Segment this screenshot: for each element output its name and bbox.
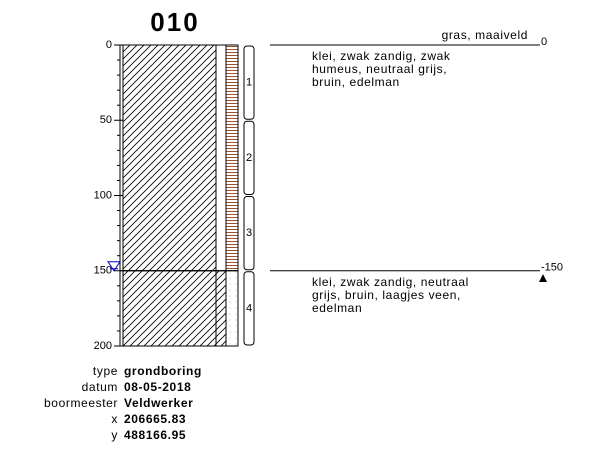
sample (243, 271, 255, 346)
sample-label: 3 (246, 227, 252, 239)
layer-lithology (122, 270, 217, 347)
layer-lithology (122, 44, 217, 272)
water-level (107, 261, 121, 272)
meta-value: Veldwerker (124, 396, 193, 410)
title: 010 (150, 7, 199, 37)
meta-value: grondboring (124, 364, 202, 378)
layer-description: grijs, bruin, laagjes veen, (312, 288, 461, 302)
meta-key: datum (82, 380, 118, 394)
sample (243, 196, 255, 271)
tick-label: 150 (94, 265, 112, 277)
tick-label: 50 (100, 114, 112, 126)
layer-description: edelman (312, 301, 362, 315)
boundary-label: -150 (541, 262, 563, 274)
sample-label: 4 (246, 302, 252, 314)
meta-key: type (93, 364, 118, 378)
meta-value: 08-05-2018 (124, 380, 191, 394)
tick-label: 200 (94, 340, 112, 352)
layer-description: humeus, neutraal grijs, (312, 62, 447, 76)
meta-value: 206665.83 (124, 412, 186, 426)
sample (243, 120, 255, 195)
layer-description: klei, zwak zandig, neutraal (312, 275, 469, 289)
layer-column-b (225, 44, 239, 272)
tick-label: 0 (106, 39, 112, 51)
meta-key: x (111, 412, 118, 426)
sample (243, 45, 255, 120)
sample-label: 1 (246, 77, 252, 89)
layer-description: klei, zwak zandig, zwak (312, 49, 451, 63)
surface-label: gras, maaiveld (442, 28, 528, 42)
tick-label: 100 (94, 189, 112, 201)
sample-label: 2 (246, 152, 252, 164)
meta-value: 488166.95 (124, 428, 186, 442)
layer-description: bruin, edelman (312, 75, 400, 89)
meta-key: boormeester (44, 396, 118, 410)
marker-icon (539, 274, 547, 282)
layer-column-b (225, 270, 239, 347)
meta-key: y (111, 428, 118, 442)
layer-lithology-ext (215, 270, 227, 347)
boundary-label: 0 (541, 36, 547, 48)
layer-column-a (215, 44, 227, 272)
